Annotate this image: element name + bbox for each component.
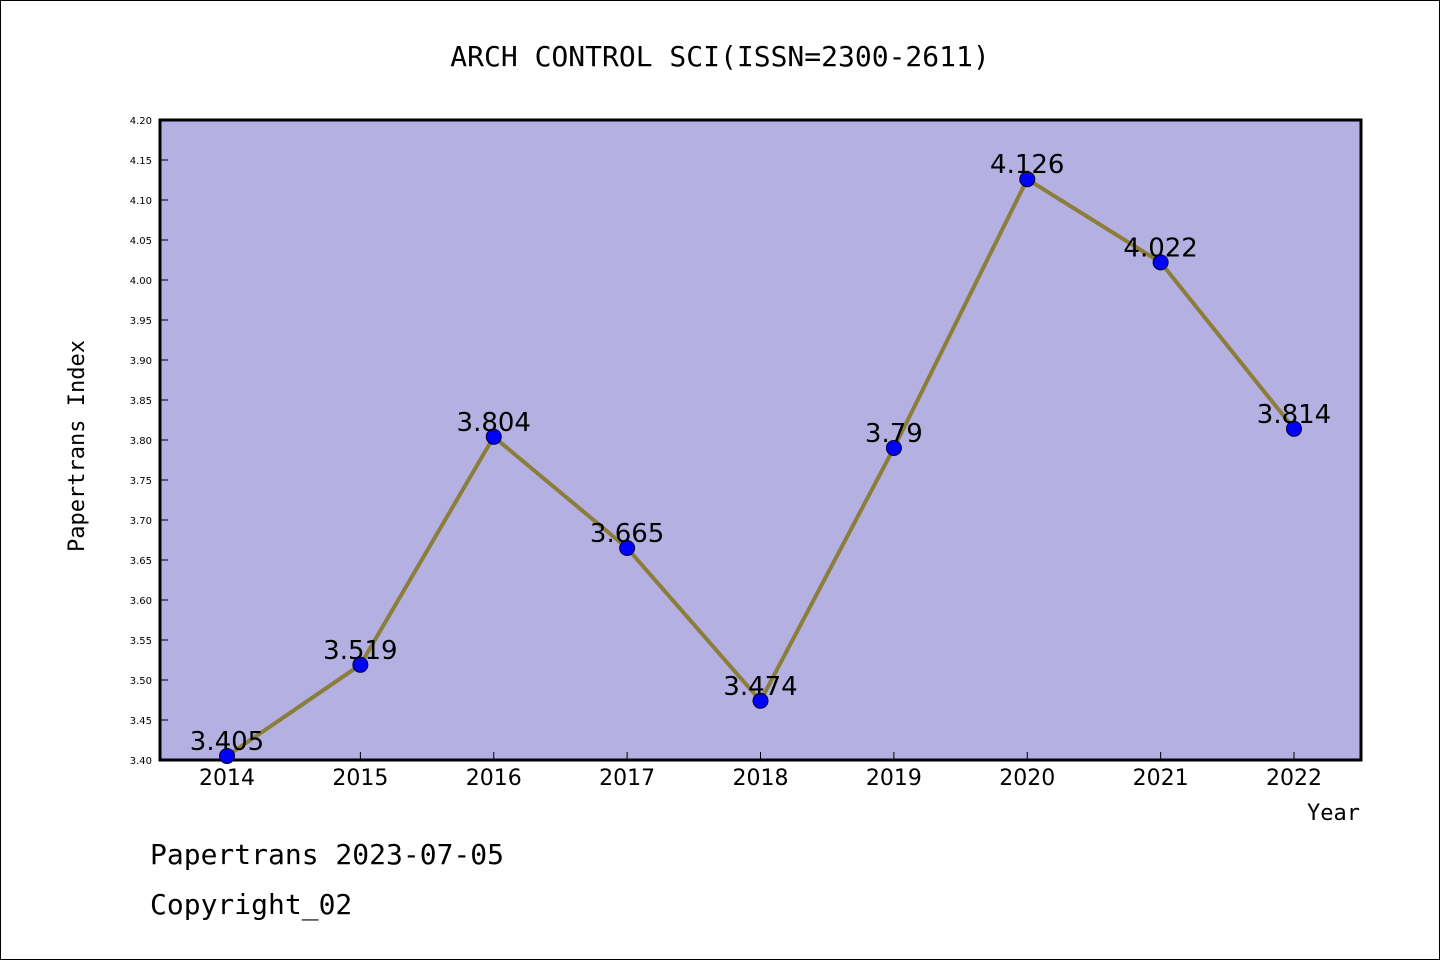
data-point <box>885 440 902 456</box>
plot-area <box>158 118 1363 762</box>
y-tick-label: 3.65 <box>130 556 152 567</box>
y-tick-label: 3.70 <box>130 516 152 527</box>
y-tick-label: 3.85 <box>130 396 152 407</box>
y-tick-label: 3.55 <box>130 636 152 647</box>
data-label: 3.474 <box>723 672 797 702</box>
data-label: 3.405 <box>190 727 264 757</box>
data-point <box>1286 420 1302 437</box>
data-label: 3.519 <box>323 636 397 666</box>
y-axis-ticks: 3.40 3.45 3.50 3.55 3.60 3.65 3.70 3.75 3.80 3.85… <box>130 116 168 767</box>
data-label: 3.814 <box>1257 400 1331 430</box>
x-axis-label: Year <box>1307 801 1360 826</box>
x-tick-label: 2018 <box>733 766 789 791</box>
footer-source: Papertrans 2023-07-05 <box>150 838 504 871</box>
data-label: 4.022 <box>1123 233 1197 263</box>
x-tick-label: 2019 <box>866 766 922 791</box>
footer-copyright: Copyright_02 <box>150 888 352 922</box>
x-tick-label: 2021 <box>1133 766 1189 791</box>
x-tick-label: 2022 <box>1266 766 1322 791</box>
x-tick-label: 2016 <box>466 766 522 791</box>
data-label: 3.665 <box>590 519 664 549</box>
y-tick-label: 3.80 <box>130 436 152 447</box>
y-axis-label: Papertrans Index <box>65 340 90 552</box>
y-tick-label: 3.60 <box>130 596 152 607</box>
data-point <box>1019 171 1036 188</box>
y-tick-label: 3.45 <box>130 716 152 727</box>
data-point <box>219 748 235 764</box>
y-tick-label: 3.50 <box>130 676 152 687</box>
x-tick-label: 2014 <box>199 766 255 791</box>
chart-title: ARCH CONTROL SCI(ISSN=2300-2611) <box>450 40 989 73</box>
data-point <box>619 540 636 556</box>
data-label: 4.126 <box>990 150 1064 180</box>
y-tick-label: 3.40 <box>130 756 152 767</box>
data-labels: 3.405 3.519 3.804 3.665 3.474 3.79 4.126 4.022 3… <box>190 150 1331 757</box>
data-label: 3.804 <box>457 408 531 438</box>
y-tick-label: 3.75 <box>130 476 152 487</box>
y-tick-label: 4.05 <box>130 236 152 247</box>
y-tick-label: 4.20 <box>130 116 152 127</box>
data-point <box>352 656 369 673</box>
x-axis-ticks: 2014 2015 2016 2017 2018 2019 2020 2021 2022 <box>199 752 1322 791</box>
data-point <box>752 692 769 709</box>
data-point <box>485 428 502 445</box>
y-tick-label: 3.95 <box>130 316 152 327</box>
x-tick-label: 2017 <box>599 766 655 791</box>
y-tick-label: 4.15 <box>130 156 152 167</box>
data-label: 3.79 <box>865 419 923 449</box>
y-tick-label: 4.10 <box>130 196 152 207</box>
data-point <box>1152 254 1169 271</box>
x-tick-label: 2015 <box>332 766 388 791</box>
y-tick-label: 4.00 <box>130 276 152 287</box>
x-tick-label: 2020 <box>999 766 1055 791</box>
series-markers <box>219 171 1302 764</box>
y-tick-label: 3.90 <box>130 356 152 367</box>
